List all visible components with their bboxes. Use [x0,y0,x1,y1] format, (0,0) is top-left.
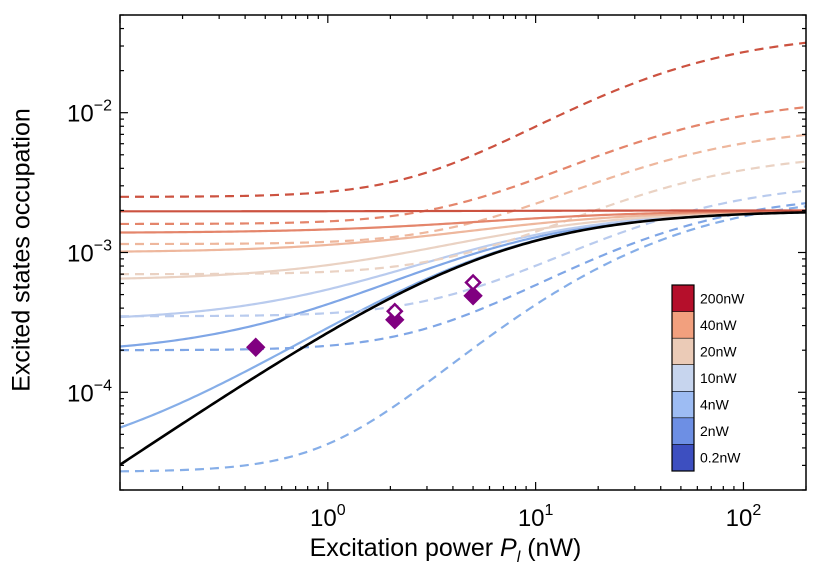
x-axis-subscript: l [516,549,521,566]
x-tick-label: 101 [518,502,554,532]
colorbar-label: 20nW [700,343,737,359]
axis-ticks: 100 101 102 10−4 10−3 10−2 [67,14,807,532]
colorbar-label: 200nW [700,290,745,306]
colorbar-swatch-200nW [672,285,694,312]
series-solid-40nW [120,209,806,234]
reference-curve [120,211,806,466]
series-dashed-200nW [120,41,806,198]
colorbar-swatch-4nW [672,391,694,418]
colorbar-label: 2nW [700,423,730,439]
x-tick-label: 102 [726,502,762,532]
colorbar-swatch-40nW [672,311,694,339]
colorbar-swatch-0.2nW [672,444,694,471]
y-tick-label: 10−3 [67,238,112,268]
marker-filled-0 [246,337,266,357]
series-solid-20nW [120,210,806,253]
marker-filled-2 [463,286,483,306]
series-dashed-40nW [120,106,806,226]
colorbar-label: 0.2nW [700,450,741,466]
series-dashed-2nW [120,202,806,352]
colorbar-label: 4nW [700,397,730,413]
x-axis-label-text: Excitation power [309,534,494,562]
colorbar-swatch-20nW [672,338,694,365]
colorbar-label: 40nW [700,317,737,333]
series-dashed-20nW [120,133,806,246]
series-solid-200nW [120,209,806,213]
colorbar-frame [671,284,695,472]
colorbar-swatch-10nW [672,364,694,392]
colorbar-swatch-2nW [672,417,694,445]
y-tick-label: 10−4 [67,377,112,407]
marker-open-1 [464,273,482,292]
series-dashed-0.2nW [120,205,806,473]
y-tick-label: 10−2 [67,98,112,128]
colorbar-label: 10nW [700,370,737,386]
colorbar: 200nW 40nW 20nW 10nW 4nW 2nW 0.2nW [671,284,745,472]
data-markers [246,273,483,357]
plot-curves [120,41,806,473]
x-axis-symbol: P [500,534,517,562]
x-axis-unit: (nW) [527,534,582,562]
series-solid-10nW [120,210,806,280]
marker-open-0 [386,302,404,321]
x-axis-label: Excitation power Pl (nW) [0,534,831,567]
x-tick-label: 100 [310,502,346,532]
